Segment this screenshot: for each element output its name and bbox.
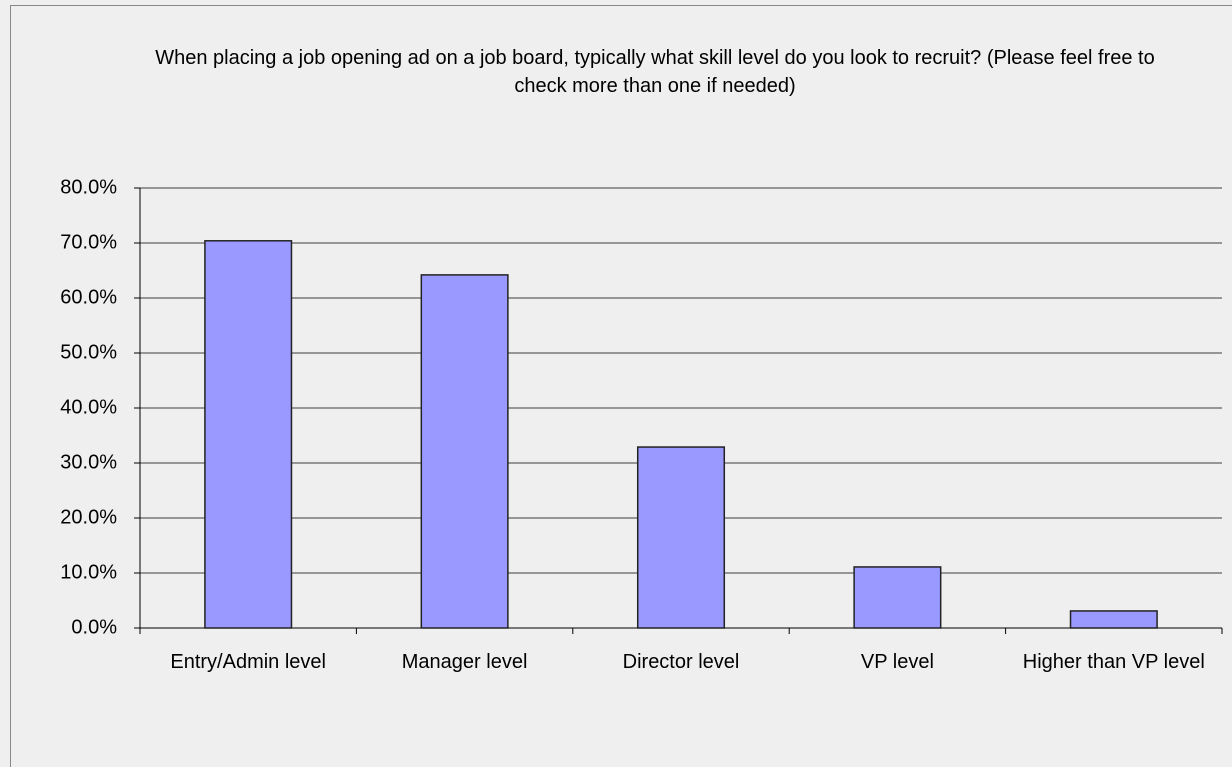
y-tick-label: 20.0% <box>60 506 117 528</box>
bar <box>853 566 942 629</box>
y-tick-label: 0.0% <box>71 616 117 638</box>
y-tick-label: 60.0% <box>60 286 117 308</box>
y-tick-label: 40.0% <box>60 396 117 418</box>
x-tick-label: Entry/Admin level <box>170 651 326 673</box>
bar <box>1069 610 1158 629</box>
chart-border <box>10 5 1232 767</box>
y-tick-label: 50.0% <box>60 341 117 363</box>
x-tick-label: Higher than VP level <box>1022 651 1205 673</box>
x-tick-label: Manager level <box>401 651 528 673</box>
y-tick-label: 10.0% <box>60 561 117 583</box>
chart-title: When placing a job opening ad on a job b… <box>155 47 1155 97</box>
bar <box>204 240 293 629</box>
bar <box>636 446 726 629</box>
y-tick-label: 80.0% <box>60 176 117 198</box>
bar <box>420 274 509 629</box>
y-tick-label: 30.0% <box>60 451 117 473</box>
x-tick-label: Director level <box>622 651 740 673</box>
y-tick-label: 70.0% <box>60 231 117 253</box>
x-tick-label: VP level <box>860 651 934 673</box>
